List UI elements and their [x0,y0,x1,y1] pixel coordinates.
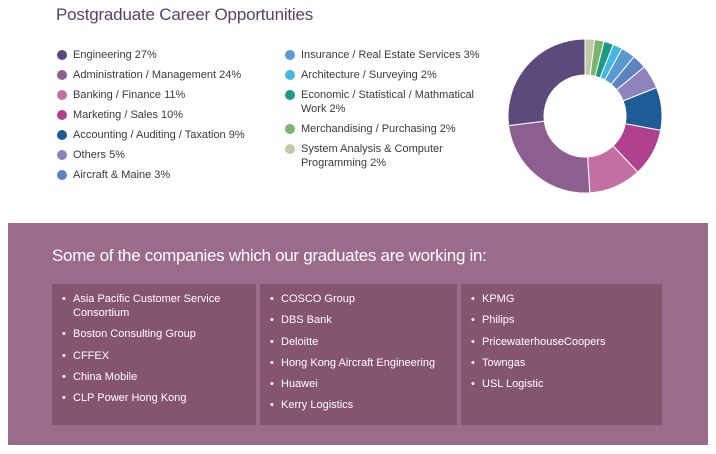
legend-column-2: Insurance / Real Estate Services 3% Archi… [285,48,495,176]
legend-item: System Analysis & Computer Programming 2… [285,142,495,170]
company-name: China Mobile [73,370,138,383]
company-name: Kerry Logistics [281,399,354,412]
legend-swatch [57,150,67,160]
legend-item: Aircraft & Maine 3% [57,168,277,182]
legend-swatch [285,90,295,100]
bullet-icon: • [471,293,475,305]
companies-panel: Some of the companies which our graduate… [8,223,708,445]
legend-item: Merchandising / Purchasing 2% [285,122,495,136]
company-name: Hong Kong Aircraft Engineering [281,356,436,369]
page-title: Postgraduate Career Opportunities [56,5,314,24]
legend-swatch [57,70,67,80]
company-item: • COSCO Group [270,292,451,306]
legend-item: Banking / Finance 11% [57,88,277,102]
company-name: Towngas [482,356,526,369]
legend-label: System Analysis & Computer Programming 2… [301,143,443,169]
bullet-icon: • [471,378,475,391]
company-item: • Towngas [471,356,656,370]
legend-swatch [57,50,67,60]
bullet-icon: • [270,293,274,305]
company-item: • Huawei [270,377,451,391]
bullet-icon: • [62,328,66,341]
legend-item: Architecture / Surveying 2% [285,68,495,82]
legend-swatch [57,90,67,100]
legend-item: Accounting / Auditing / Taxation 9% [57,128,277,142]
legend-label: Economic / Statistical / Mathmatical Wor… [301,89,475,115]
bullet-icon: • [270,335,274,348]
legend-column-1: Engineering 27% Administration / Manageme… [57,48,277,188]
legend-swatch [57,110,67,120]
bullet-icon: • [471,335,475,348]
companies-heading: Some of the companies which our graduate… [52,246,487,265]
bullet-icon: • [471,314,475,327]
bullet-icon: • [62,349,66,362]
bullet-icon: • [270,399,274,412]
company-name: KPMG [482,293,515,305]
company-item: • Hong Kong Aircraft Engineering [270,356,451,370]
bullet-icon: • [62,370,66,383]
legend-label: Aircraft & Maine 3% [73,169,171,181]
company-name: Philips [482,314,515,327]
company-item: • PricewaterhouseCoopers [471,335,656,349]
legend-label: Others 5% [73,149,125,161]
company-item: • KPMG [471,292,656,306]
company-name: DBS Bank [281,314,332,327]
legend-swatch [285,70,295,80]
company-item: • CLP Power Hong Kong [62,391,250,405]
bullet-icon: • [270,378,274,391]
company-item: • CFFEX [62,349,250,363]
companies-column-1: • Asia Pacific Customer Service Consortiu… [52,284,256,425]
donut-chart [507,38,663,194]
company-item: • Philips [471,313,656,327]
companies-column-3: • KPMG • Philips • PricewaterhouseCoopers • Tow… [461,284,662,425]
legend-label: Banking / Finance 11% [73,89,186,101]
legend-item: Economic / Statistical / Mathmatical Wor… [285,88,495,116]
legend-swatch [57,130,67,140]
company-name: Boston Consulting Group [73,328,196,341]
company-name: PricewaterhouseCoopers [482,335,606,348]
company-item: • Kerry Logistics [270,398,451,412]
company-name: Huawei [281,378,318,391]
legend-swatch [285,124,295,134]
company-item: • Deloitte [270,335,451,349]
legend-label: Insurance / Real Estate Services 3% [301,49,480,61]
companies-column-2: • COSCO Group • DBS Bank • Deloitte • Hong Kong… [260,284,457,425]
legend-swatch [285,144,295,154]
company-item: • DBS Bank [270,313,451,327]
legend-swatch [285,50,295,60]
donut-slice [508,120,591,194]
legend-item: Others 5% [57,148,277,162]
company-name: Deloitte [281,335,319,348]
company-name: USL Logistic [482,378,544,391]
company-item: • Boston Consulting Group [62,327,250,341]
legend-label: Marketing / Sales 10% [73,109,184,121]
company-name: COSCO Group [281,293,355,305]
company-name: CLP Power Hong Kong [73,392,187,405]
bullet-icon: • [62,293,66,305]
legend-label: Architecture / Surveying 2% [301,69,437,81]
company-name: Asia Pacific Customer Service Consortium [73,293,221,319]
legend-label: Administration / Management 24% [73,69,242,81]
legend-item: Administration / Management 24% [57,68,277,82]
legend-item: Insurance / Real Estate Services 3% [285,48,495,62]
bullet-icon: • [270,314,274,327]
company-item: • USL Logistic [471,377,656,391]
company-name: CFFEX [73,349,110,362]
legend-item: Engineering 27% [57,48,277,62]
legend-label: Engineering 27% [73,49,157,61]
bullet-icon: • [270,356,274,369]
donut-slice [507,38,586,127]
company-item: • Asia Pacific Customer Service Consortiu… [62,292,250,320]
legend-swatch [57,170,67,180]
legend-item: Marketing / Sales 10% [57,108,277,122]
legend-label: Accounting / Auditing / Taxation 9% [73,129,245,141]
company-item: • China Mobile [62,370,250,384]
bullet-icon: • [471,356,475,369]
bullet-icon: • [62,392,66,405]
legend-label: Merchandising / Purchasing 2% [301,123,456,135]
